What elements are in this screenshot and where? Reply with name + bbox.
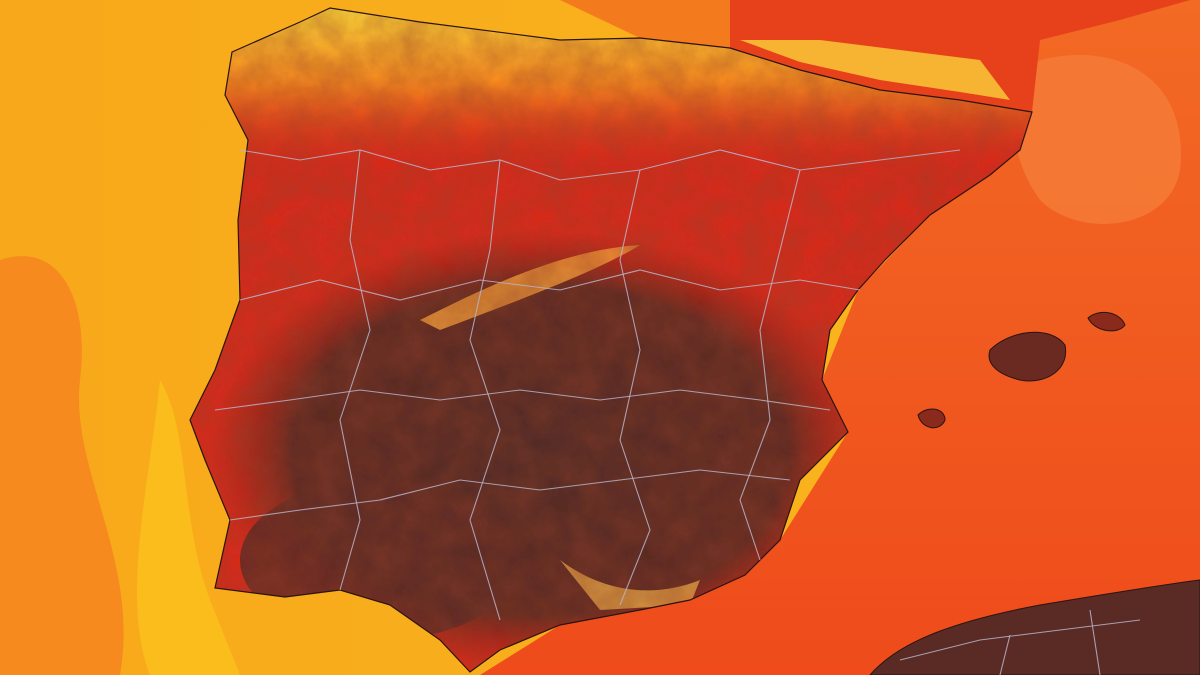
coastal-band [137,380,240,675]
border [739,169,801,561]
mallorca [988,331,1067,382]
africa-borders [899,609,1141,675]
bay-of-biscay [560,0,740,48]
north-africa [869,579,1200,675]
border [469,159,501,621]
border [239,149,961,181]
ibiza [917,408,946,429]
border [239,269,861,301]
border [229,469,791,521]
province-borders [214,149,961,621]
warm-sea-band [0,256,124,675]
warm-sea-patch [1013,54,1181,224]
mediterranean-sea [480,0,1200,675]
menorca [1087,311,1126,332]
border [214,389,831,411]
border [339,149,371,591]
border [619,169,651,606]
pyrenees [740,40,1010,100]
france [730,0,1190,112]
coastline [189,7,1033,673]
